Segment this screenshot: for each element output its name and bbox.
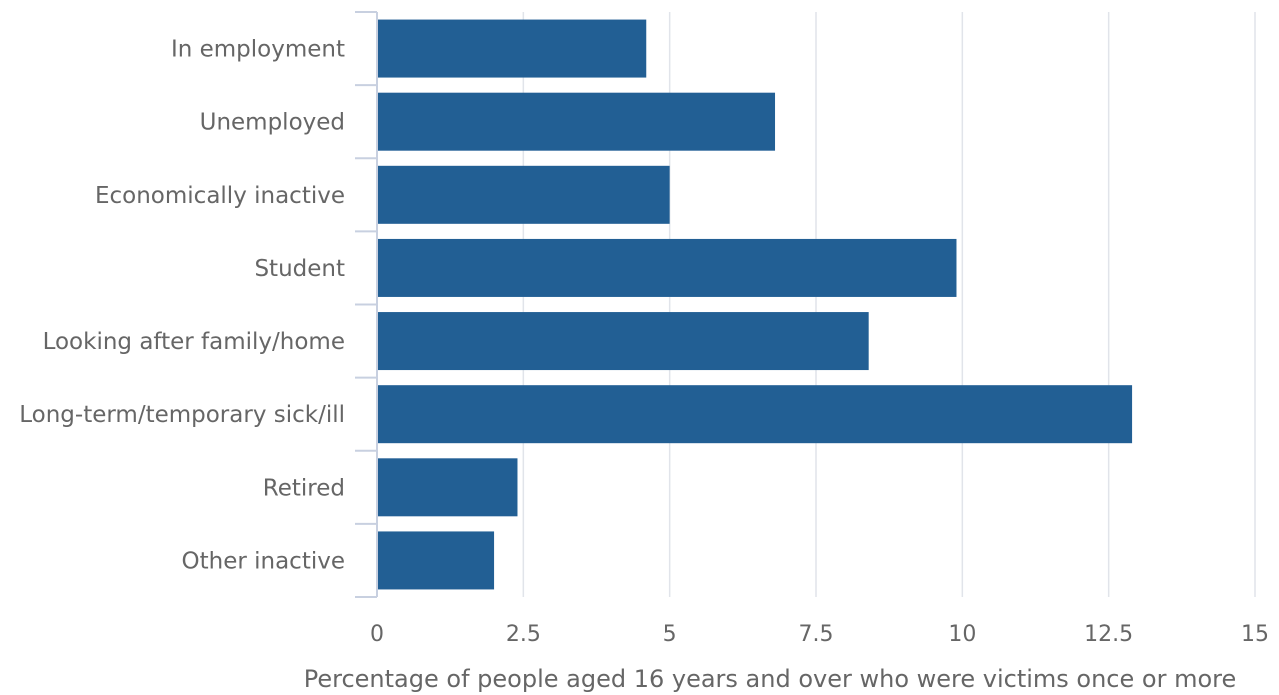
category-label: Economically inactive [95,183,345,209]
x-tick-label: 12.5 [1084,622,1133,647]
category-label: Student [254,256,345,282]
category-labels: In employment Unemployed Economically inac… [19,37,345,575]
bar [377,385,1133,444]
bar [377,312,869,371]
category-label: Looking after family/home [43,329,345,355]
bar [377,19,647,78]
category-label: Other inactive [182,548,346,574]
bar [377,458,518,517]
category-label: Unemployed [200,110,345,136]
x-tick-label: 5 [663,622,677,647]
x-tick-label: 0 [370,622,384,647]
category-label: In employment [171,37,345,63]
x-tick-labels: 0 2.5 5 7.5 10 12.5 15 [370,622,1269,647]
x-axis-title: Percentage of people aged 16 years and o… [304,665,1237,693]
bar [377,238,957,297]
bar [377,165,670,224]
category-label: Retired [263,475,345,501]
y-axis [355,11,378,598]
x-tick-label: 2.5 [506,622,541,647]
bars [377,19,1133,590]
bar [377,92,776,151]
x-tick-label: 15 [1241,622,1269,647]
category-label: Long-term/temporary sick/ill [19,402,345,428]
x-tick-label: 10 [948,622,976,647]
x-tick-label: 7.5 [799,622,834,647]
bar [377,531,495,590]
